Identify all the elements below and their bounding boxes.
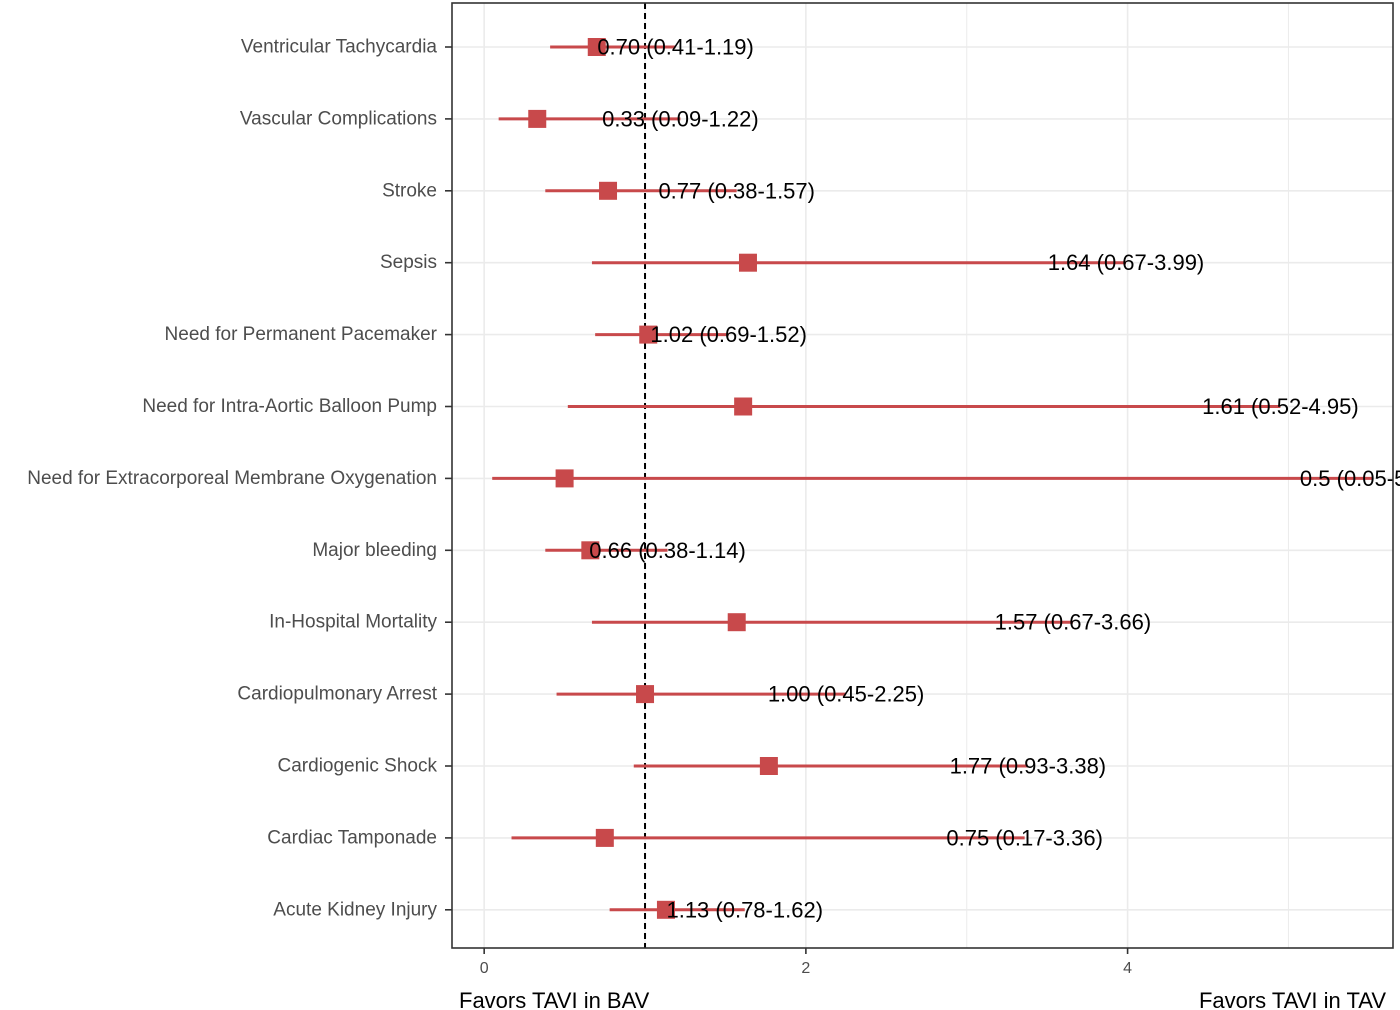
row-label: Sepsis bbox=[380, 252, 437, 273]
y-axis-labels: Ventricular Tachycardia Vascular Complica… bbox=[27, 37, 452, 920]
panel-border bbox=[451, 2, 1394, 949]
point-estimate bbox=[581, 541, 600, 560]
estimate-label: 0.75 (0.17-3.36) bbox=[946, 825, 1103, 850]
point-estimate bbox=[595, 828, 614, 847]
estimate-label: 1.13 (0.78-1.62) bbox=[666, 897, 823, 922]
point-estimate bbox=[599, 181, 618, 200]
point-estimate bbox=[738, 253, 757, 272]
row-label: Need for Extracorporeal Membrane Oxygena… bbox=[27, 468, 437, 489]
point-estimate bbox=[727, 613, 746, 632]
estimate-label: 1.64 (0.67-3.99) bbox=[1048, 250, 1205, 275]
estimate-label: 1.57 (0.67-3.66) bbox=[995, 610, 1152, 635]
estimate-label: 1.61 (0.52-4.95) bbox=[1202, 394, 1359, 419]
point-estimate bbox=[636, 685, 655, 704]
x-label-right: Favors TAVI in TAV bbox=[1199, 988, 1386, 1010]
row-label: Cardiac Tamponade bbox=[267, 827, 437, 848]
point-estimate bbox=[528, 109, 547, 128]
row-label: Ventricular Tachycardia bbox=[241, 37, 438, 58]
point-estimate bbox=[759, 757, 778, 775]
estimate-label: 1.00 (0.45-2.25) bbox=[768, 682, 925, 707]
row-label: Need for Permanent Pacemaker bbox=[165, 324, 438, 345]
estimate-label: 0.77 (0.38-1.57) bbox=[658, 178, 815, 203]
estimate-label: 0.70 (0.41-1.19) bbox=[597, 35, 754, 60]
gridlines bbox=[452, 3, 1393, 948]
estimate-annotations: 0.70 (0.41-1.19) 0.33 (0.09-1.22) 0.77 (0.… bbox=[589, 35, 1400, 923]
x-axis-ticks: 0 2 4 bbox=[480, 948, 1132, 977]
estimate-label: 1.02 (0.69-1.52) bbox=[650, 322, 807, 347]
row-label: Vascular Complications bbox=[240, 108, 437, 129]
x-label-left: Favors TAVI in BAV bbox=[459, 988, 650, 1010]
x-tick-label: 0 bbox=[480, 960, 489, 977]
row-label: In-Hospital Mortality bbox=[269, 612, 437, 633]
estimate-label: 1.77 (0.93-3.38) bbox=[950, 754, 1107, 779]
point-estimate bbox=[734, 397, 753, 416]
confidence-intervals bbox=[492, 45, 1373, 912]
point-estimate bbox=[639, 325, 658, 344]
row-label: Acute Kidney Injury bbox=[273, 899, 437, 920]
row-label: Stroke bbox=[382, 180, 437, 201]
point-estimates bbox=[528, 38, 778, 919]
point-estimate bbox=[656, 900, 675, 919]
estimate-label: 0.33 (0.09-1.22) bbox=[602, 106, 759, 131]
estimate-label: 0.66 (0.38-1.14) bbox=[589, 538, 746, 563]
x-tick-label: 2 bbox=[801, 960, 810, 977]
point-estimate bbox=[587, 38, 606, 56]
row-label: Need for Intra-Aortic Balloon Pump bbox=[142, 396, 437, 417]
x-tick-label: 4 bbox=[1123, 960, 1132, 977]
point-estimate bbox=[555, 469, 574, 488]
row-label: Cardiopulmonary Arrest bbox=[237, 684, 437, 705]
estimate-label: 0.5 (0.05-5.52) bbox=[1300, 466, 1400, 491]
row-label: Major bleeding bbox=[312, 540, 437, 561]
row-label: Cardiogenic Shock bbox=[278, 756, 438, 777]
